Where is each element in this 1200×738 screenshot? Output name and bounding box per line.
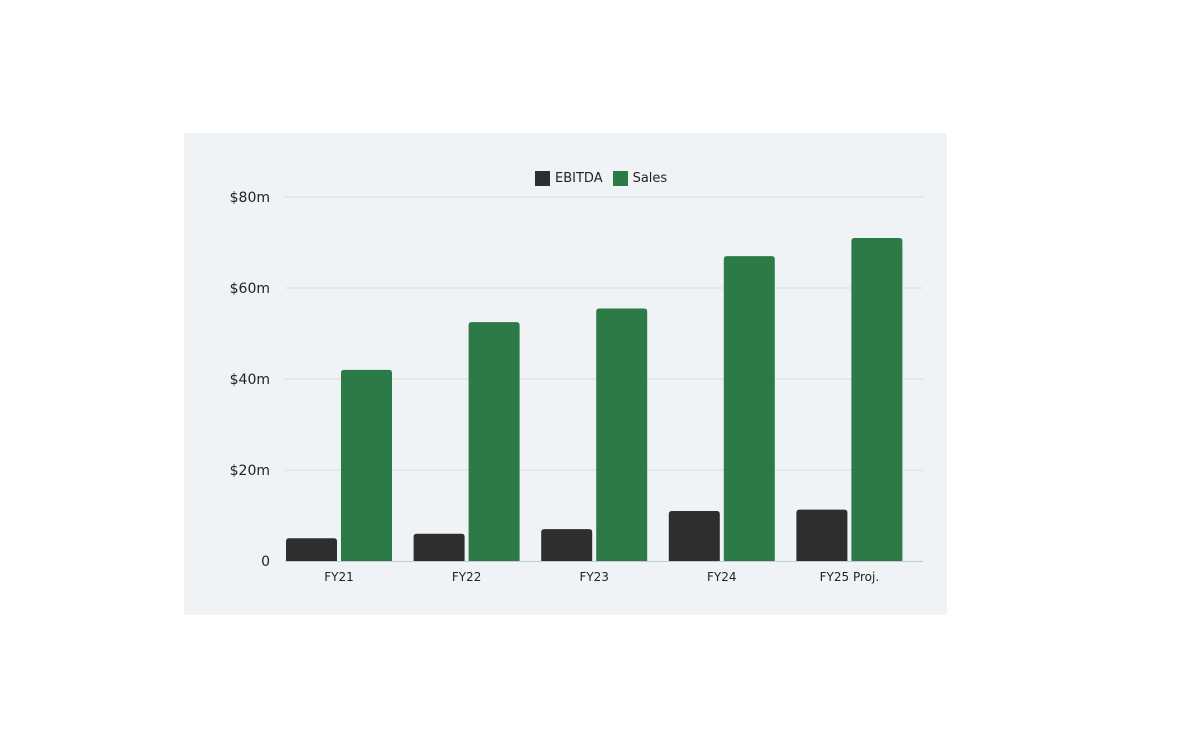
y-tick-label: $80m	[230, 190, 270, 206]
y-tick-label: $40m	[230, 372, 270, 388]
x-tick-label: FY24	[707, 570, 737, 584]
chart-panel: 0 $20m $40m $60m $80m FY21 FY22 FY23 FY24 FY25 P…	[184, 133, 947, 615]
x-tick-label: FY23	[579, 570, 609, 584]
bars	[286, 237, 903, 561]
legend-item-sales: Sales	[612, 171, 668, 186]
y-tick-label: 0	[261, 554, 270, 570]
bar-sales-fy25-proj	[851, 237, 903, 561]
bar-sales-fy23	[596, 308, 648, 561]
bar-sales-fy22	[468, 322, 520, 561]
bar-ebitda-fy22	[413, 533, 465, 561]
bar-ebitda-fy21	[286, 538, 337, 561]
legend-label-ebitda: EBITDA	[555, 171, 603, 186]
legend-swatch-sales	[612, 171, 628, 186]
bar-ebitda-fy25-proj	[796, 509, 848, 561]
x-tick-label: FY22	[452, 570, 482, 584]
x-axis-ticks: FY21 FY22 FY23 FY24 FY25 Proj.	[324, 570, 879, 584]
legend: EBITDA Sales	[535, 171, 677, 186]
x-tick-label: FY21	[324, 570, 354, 584]
bar-sales-fy24	[723, 256, 775, 561]
y-tick-label: $20m	[230, 463, 270, 479]
bar-chart: 0 $20m $40m $60m $80m FY21 FY22 FY23 FY24 FY25 P…	[230, 190, 923, 584]
bar-sales-fy21	[341, 369, 392, 561]
legend-label-sales: Sales	[632, 171, 668, 186]
y-axis-ticks: 0 $20m $40m $60m $80m	[230, 190, 270, 570]
bar-ebitda-fy23	[541, 529, 593, 561]
legend-item-ebitda: EBITDA	[535, 171, 603, 186]
y-tick-label: $60m	[230, 281, 270, 297]
bar-ebitda-fy24	[668, 510, 720, 561]
x-tick-label: FY25 Proj.	[820, 570, 880, 584]
legend-swatch-ebitda	[535, 171, 550, 186]
